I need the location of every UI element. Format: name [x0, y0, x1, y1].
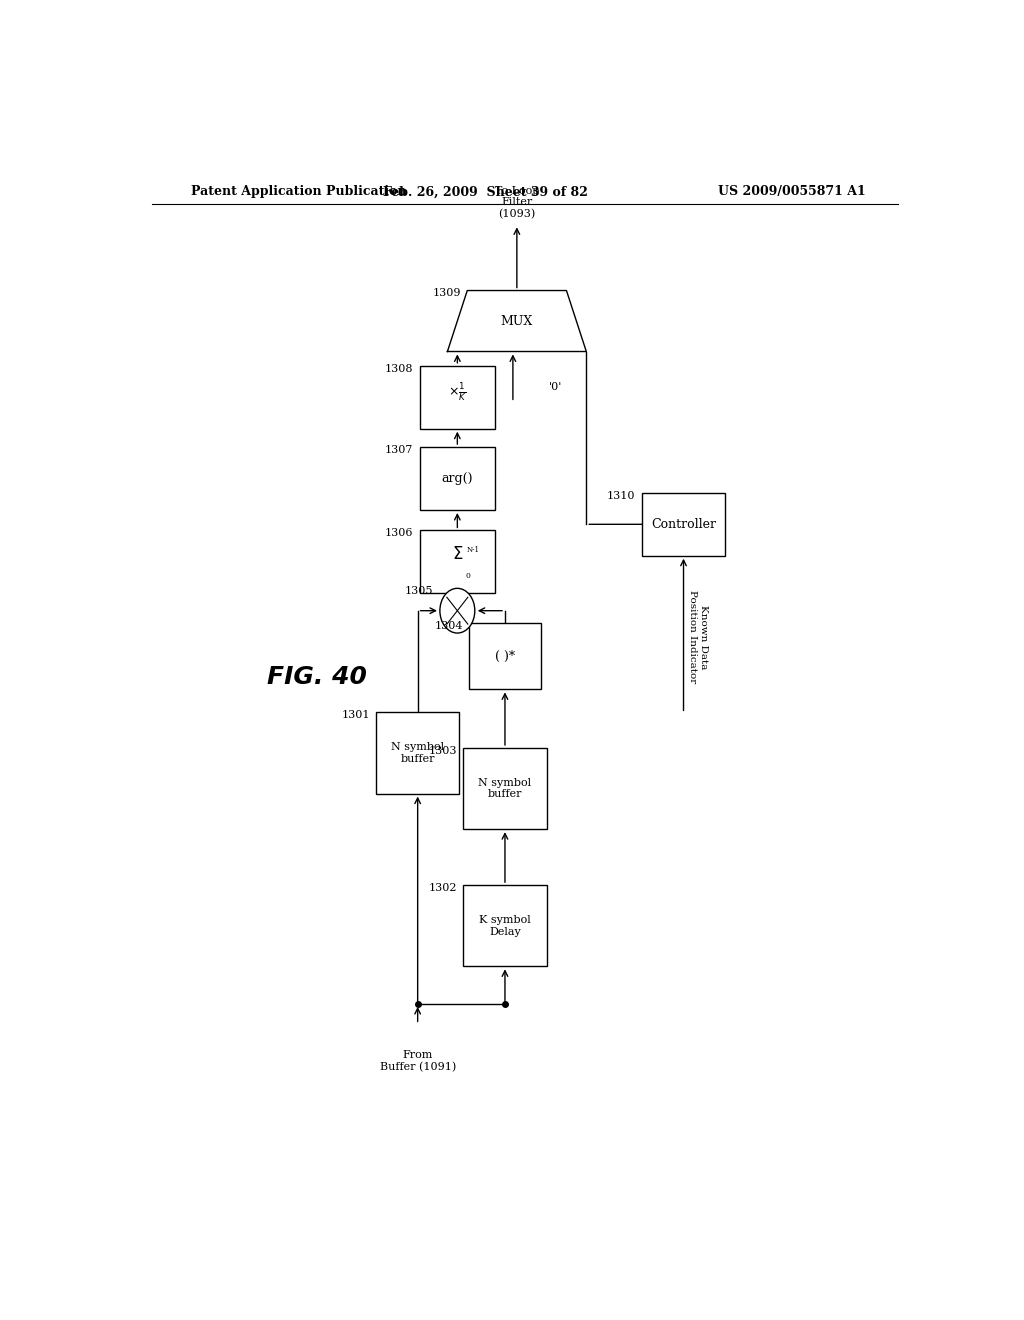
- Text: $\times\frac{1}{K}$: $\times\frac{1}{K}$: [447, 381, 467, 403]
- Text: FIG. 40: FIG. 40: [267, 665, 367, 689]
- Text: '0': '0': [549, 381, 562, 392]
- Text: arg(): arg(): [441, 473, 473, 484]
- FancyBboxPatch shape: [463, 886, 547, 966]
- Text: 0: 0: [465, 572, 470, 581]
- Text: Known Data
Position Indicator: Known Data Position Indicator: [688, 590, 708, 684]
- Text: N-1: N-1: [467, 545, 480, 553]
- FancyBboxPatch shape: [420, 366, 495, 429]
- Text: 1302: 1302: [428, 883, 457, 894]
- Text: US 2009/0055871 A1: US 2009/0055871 A1: [718, 185, 866, 198]
- Text: N symbol
buffer: N symbol buffer: [478, 777, 531, 800]
- Text: 1306: 1306: [385, 528, 414, 539]
- Text: To Loop
Filter
(1093): To Loop Filter (1093): [495, 186, 539, 219]
- Text: 1305: 1305: [406, 586, 433, 597]
- Text: 1303: 1303: [428, 746, 457, 756]
- Text: $\Sigma$: $\Sigma$: [452, 545, 463, 562]
- FancyBboxPatch shape: [420, 531, 495, 594]
- Text: 1308: 1308: [385, 364, 414, 374]
- Text: 1304: 1304: [434, 622, 463, 631]
- Text: ( )*: ( )*: [495, 649, 515, 663]
- Text: K symbol
Delay: K symbol Delay: [479, 915, 530, 937]
- Text: 1301: 1301: [341, 710, 370, 721]
- Text: From
Buffer (1091): From Buffer (1091): [380, 1049, 456, 1072]
- Text: MUX: MUX: [501, 314, 532, 327]
- Polygon shape: [447, 290, 587, 351]
- Text: 1307: 1307: [385, 445, 414, 455]
- Text: Patent Application Publication: Patent Application Publication: [191, 185, 407, 198]
- Text: Controller: Controller: [651, 517, 716, 531]
- FancyBboxPatch shape: [469, 623, 541, 689]
- FancyBboxPatch shape: [463, 748, 547, 829]
- Text: 1309: 1309: [432, 289, 461, 298]
- Text: 1310: 1310: [607, 491, 636, 500]
- Text: Feb. 26, 2009  Sheet 39 of 82: Feb. 26, 2009 Sheet 39 of 82: [383, 185, 588, 198]
- Circle shape: [440, 589, 475, 634]
- FancyBboxPatch shape: [642, 492, 725, 556]
- FancyBboxPatch shape: [376, 713, 460, 793]
- Text: N symbol
buffer: N symbol buffer: [391, 742, 444, 764]
- FancyBboxPatch shape: [420, 447, 495, 510]
